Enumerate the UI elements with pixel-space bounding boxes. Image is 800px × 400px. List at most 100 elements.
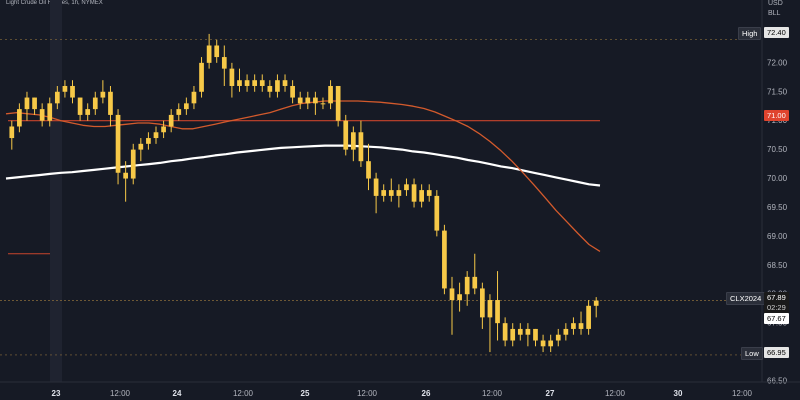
candle-body bbox=[555, 334, 561, 341]
candle-body bbox=[184, 103, 189, 110]
candle-body bbox=[32, 97, 37, 110]
candle-body bbox=[267, 85, 273, 92]
y-tick-label: 71.50 bbox=[767, 87, 788, 96]
x-tick-label: 12:00 bbox=[605, 389, 626, 398]
y-tick-label: 69.00 bbox=[767, 232, 788, 241]
candle-body bbox=[221, 57, 227, 69]
candle-body bbox=[426, 190, 432, 196]
x-tick-label: 27 bbox=[546, 389, 555, 398]
candle-body bbox=[161, 126, 166, 133]
candle-body bbox=[123, 172, 128, 179]
candle-body bbox=[320, 103, 326, 105]
candle-body bbox=[290, 85, 295, 98]
candle-body bbox=[191, 91, 197, 104]
x-tick-label: 25 bbox=[301, 389, 310, 398]
x-tick-label: 23 bbox=[52, 389, 61, 398]
candle-body bbox=[229, 68, 235, 86]
candle-body bbox=[100, 91, 106, 98]
candle-body bbox=[419, 190, 424, 202]
candle-body bbox=[252, 80, 258, 86]
candle-body bbox=[388, 190, 394, 196]
candle-body bbox=[282, 80, 288, 86]
candle-body bbox=[115, 114, 121, 173]
x-tick-label: 12:00 bbox=[357, 389, 378, 398]
candle-body bbox=[373, 178, 379, 196]
currency-label: USD bbox=[768, 0, 783, 7]
y-tick-label: 68.50 bbox=[767, 261, 788, 270]
candle-body bbox=[70, 85, 75, 98]
y-tick-label: 66.50 bbox=[767, 377, 788, 386]
x-tick-label: 12:00 bbox=[110, 389, 131, 398]
candle-body bbox=[214, 45, 220, 58]
candle-body bbox=[533, 328, 538, 341]
candle-body bbox=[130, 149, 136, 179]
candle-body bbox=[593, 300, 599, 306]
candle-body bbox=[146, 138, 151, 144]
sma-short-line bbox=[5, 100, 601, 252]
x-tick-label: 24 bbox=[173, 389, 182, 398]
previous-close-tag: 67.67 bbox=[764, 313, 789, 324]
candle-body bbox=[313, 97, 318, 104]
candle-body bbox=[472, 276, 478, 289]
candle-body bbox=[563, 328, 569, 335]
candle-body bbox=[495, 300, 500, 324]
candle-body bbox=[404, 184, 409, 191]
candle-body bbox=[297, 97, 303, 104]
countdown-tag: 02:29 bbox=[764, 302, 789, 313]
symbol-tag-value: 67.89 bbox=[764, 292, 789, 303]
candle-body bbox=[586, 305, 591, 329]
candle-body bbox=[17, 109, 22, 127]
candle-body bbox=[502, 323, 508, 341]
candle-body bbox=[343, 120, 349, 150]
candle-body bbox=[206, 45, 212, 63]
candle-body bbox=[517, 328, 523, 335]
candle-body bbox=[305, 97, 311, 104]
candle-body bbox=[54, 91, 60, 104]
candle-body bbox=[244, 80, 250, 86]
candle-body bbox=[176, 109, 182, 115]
x-tick-label: 26 bbox=[422, 389, 431, 398]
y-tick-label: 69.50 bbox=[767, 203, 788, 212]
x-tick-label: 12:00 bbox=[482, 389, 503, 398]
candle-body bbox=[335, 85, 341, 121]
high-tag-label: High bbox=[738, 27, 762, 40]
symbol-tag-label: CLX2024 bbox=[726, 292, 766, 305]
candle-body bbox=[9, 126, 15, 139]
candle-body bbox=[47, 103, 53, 121]
candle-body bbox=[457, 294, 462, 301]
unit-label: BLL bbox=[768, 10, 781, 17]
sma-long-line bbox=[5, 144, 601, 187]
candle-body bbox=[328, 85, 333, 104]
x-tick-label: 30 bbox=[674, 389, 683, 398]
candle-body bbox=[199, 62, 204, 92]
candle-body bbox=[85, 109, 91, 115]
high-tag-value: 72.40 bbox=[764, 27, 789, 38]
y-tick-label: 70.50 bbox=[767, 145, 788, 154]
candle-body bbox=[62, 85, 68, 92]
candle-body bbox=[396, 190, 402, 196]
candle-body bbox=[510, 328, 516, 341]
candle-body bbox=[525, 328, 531, 335]
candle-body bbox=[571, 323, 576, 329]
candle-body bbox=[92, 97, 98, 110]
candle-body bbox=[464, 276, 470, 295]
candle-body bbox=[153, 132, 159, 139]
candle-body bbox=[168, 114, 174, 127]
candle-body bbox=[77, 97, 83, 115]
candle-body bbox=[275, 80, 280, 92]
candle-body bbox=[237, 80, 242, 86]
highlight-band bbox=[50, 0, 62, 382]
candle-body bbox=[138, 143, 144, 150]
candle-body bbox=[381, 190, 387, 196]
candle-body bbox=[24, 97, 30, 110]
y-tick-label: 70.00 bbox=[767, 174, 788, 183]
candle-body bbox=[578, 323, 584, 329]
x-tick-label: 12:00 bbox=[732, 389, 753, 398]
low-tag-label: Low bbox=[741, 347, 763, 360]
candle-body bbox=[108, 91, 113, 115]
candle-body bbox=[442, 230, 447, 289]
candle-body bbox=[449, 288, 455, 301]
candle-body bbox=[350, 132, 356, 150]
